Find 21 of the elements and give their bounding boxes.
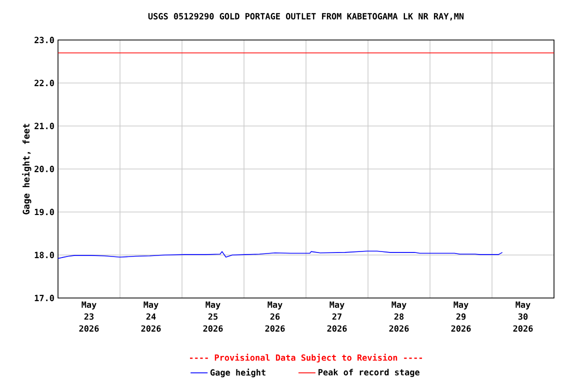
- y-tick-label: 21.0: [34, 122, 54, 130]
- x-tick-label: May 25 2026: [203, 302, 223, 332]
- x-tick-label: May 23 2026: [79, 302, 99, 332]
- y-tick-label: 19.0: [34, 208, 54, 216]
- x-tick-label: May 24 2026: [141, 302, 161, 332]
- x-tick-label: May 30 2026: [513, 302, 533, 332]
- y-tick-label: 18.0: [34, 252, 54, 258]
- legend-label: Peak of record stage: [318, 368, 420, 378]
- x-tick-label: May 29 2026: [451, 302, 471, 332]
- legend-label: Gage height: [210, 368, 266, 378]
- chart-title: USGS 05129290 GOLD PORTAGE OUTLET FROM KABETOGAMA LK NR RAY,MN: [148, 13, 464, 20]
- y-tick-label: 17.0: [34, 294, 54, 302]
- x-tick-label: May 27 2026: [327, 302, 347, 332]
- y-tick-label: 22.0: [34, 80, 54, 86]
- y-tick-label: 23.0: [34, 36, 54, 44]
- text: ---- Provisional Data Subject to Revision ----: [190, 354, 422, 362]
- x-tick-label: May 26 2026: [265, 302, 285, 332]
- line-series: [58, 250, 503, 259]
- y-axis-title: Gage height, feet: [22, 124, 32, 214]
- y-tick-label: 20.0: [34, 166, 54, 172]
- x-tick-label: May 28 2026: [389, 302, 409, 332]
